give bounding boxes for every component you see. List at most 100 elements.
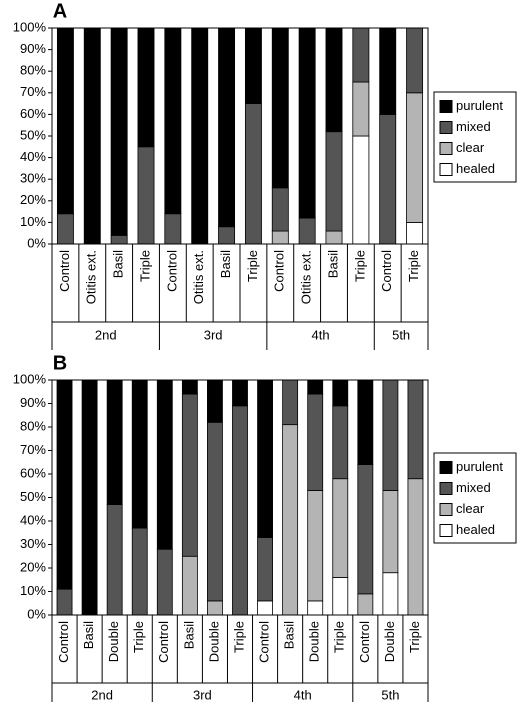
legend-swatch	[439, 461, 453, 474]
bar-segment	[379, 114, 397, 245]
bar-segment	[164, 213, 182, 245]
bar-segment	[271, 27, 289, 189]
bar-segment	[406, 221, 424, 245]
bar-segment	[257, 600, 273, 616]
bar-segment	[298, 217, 316, 245]
bar-segment	[83, 27, 101, 245]
y-tick-label: 40%	[20, 149, 46, 164]
panel-label: A	[53, 0, 67, 22]
group-label: 4th	[294, 687, 312, 702]
bar-segment	[307, 379, 324, 395]
legend-swatch	[439, 503, 453, 516]
y-tick-label: 80%	[20, 418, 46, 433]
bar-segment	[137, 146, 155, 245]
bar-segment	[406, 27, 424, 94]
x-tick-label: Double	[307, 621, 322, 662]
legend-swatch	[439, 524, 453, 537]
bar-segment	[379, 27, 397, 115]
x-tick-label: Triple	[407, 621, 422, 653]
y-tick-label: 100%	[13, 19, 47, 34]
bar-segment	[181, 379, 198, 395]
x-tick-label: Control	[357, 621, 372, 663]
legend-label: healed	[456, 161, 495, 176]
y-tick-label: 60%	[20, 106, 46, 121]
legend-label: purulent	[456, 459, 503, 474]
bar-segment	[406, 92, 424, 223]
bar-segment	[244, 103, 262, 245]
legend-label: clear	[456, 501, 485, 516]
bar-segment	[110, 27, 128, 236]
bar-segment	[156, 379, 173, 550]
bar-segment	[218, 27, 236, 228]
bar-segment	[352, 81, 370, 137]
group-label: 5th	[381, 687, 399, 702]
bar-segment	[56, 588, 73, 616]
x-tick-label: Control	[156, 621, 171, 663]
plot-frame	[51, 379, 429, 616]
bar-segment	[332, 379, 349, 407]
bar-segment	[232, 405, 248, 616]
bar-segment	[257, 537, 273, 602]
x-tick-label: Triple	[131, 621, 146, 653]
bar-segment	[257, 379, 273, 538]
bar-segment	[298, 27, 316, 219]
bar-segment	[156, 548, 173, 616]
bar-segment	[218, 226, 236, 245]
x-tick-label: Control	[272, 250, 287, 292]
x-tick-label: Otitis ext.	[191, 250, 206, 304]
x-tick-label: Control	[379, 250, 394, 292]
bar-segment	[131, 379, 148, 529]
bar-segment	[307, 600, 324, 616]
x-tick-label: Basil	[81, 621, 96, 649]
y-tick-label: 30%	[20, 536, 46, 551]
x-tick-label: Double	[206, 621, 221, 662]
bar-segment	[382, 379, 399, 491]
bar-segment	[191, 27, 209, 245]
bar-segment	[382, 490, 399, 574]
group-label: 2nd	[95, 327, 117, 342]
bar-segment	[207, 421, 223, 602]
y-tick-label: 30%	[20, 171, 46, 186]
y-tick-label: 50%	[20, 489, 46, 504]
bar-segment	[382, 572, 399, 616]
bar-segment	[282, 424, 299, 616]
x-tick-label: Triple	[231, 621, 246, 653]
y-tick-label: 40%	[20, 512, 46, 527]
bar-segment	[332, 405, 349, 480]
x-tick-label: Triple	[137, 250, 152, 282]
bar-segment	[332, 577, 349, 616]
y-tick-label: 20%	[20, 192, 46, 207]
y-tick-label: 0%	[27, 235, 46, 250]
y-tick-label: 10%	[20, 583, 46, 598]
bar-segment	[357, 379, 374, 465]
x-tick-label: Triple	[406, 250, 421, 282]
bar-segment	[325, 230, 343, 245]
bar-segment	[407, 379, 424, 480]
bar-segment	[181, 393, 198, 557]
legend-swatch	[439, 121, 453, 134]
bar-segment	[332, 478, 349, 578]
legend-label: clear	[456, 140, 485, 155]
y-tick-label: 10%	[20, 214, 46, 229]
bar-segment	[325, 131, 343, 232]
bar-segment	[137, 27, 155, 148]
y-tick-label: 50%	[20, 127, 46, 142]
x-tick-label: Otitis ext.	[84, 250, 99, 304]
x-tick-label: Double	[382, 621, 397, 662]
x-tick-label: Triple	[332, 621, 347, 653]
bar-segment	[164, 27, 182, 215]
legend-swatch	[439, 142, 453, 155]
bar-segment	[106, 504, 123, 616]
x-tick-label: Basil	[111, 250, 126, 278]
x-tick-label: Basil	[325, 250, 340, 278]
bar-segment	[106, 379, 123, 505]
group-label: 3rd	[204, 327, 223, 342]
x-tick-label: Basil	[218, 250, 233, 278]
bar-segment	[407, 478, 424, 616]
bar-segment	[181, 555, 198, 616]
y-tick-label: 80%	[20, 63, 46, 78]
x-tick-label: Control	[257, 621, 272, 663]
bar-segment	[232, 379, 248, 407]
x-tick-label: Double	[106, 621, 121, 662]
